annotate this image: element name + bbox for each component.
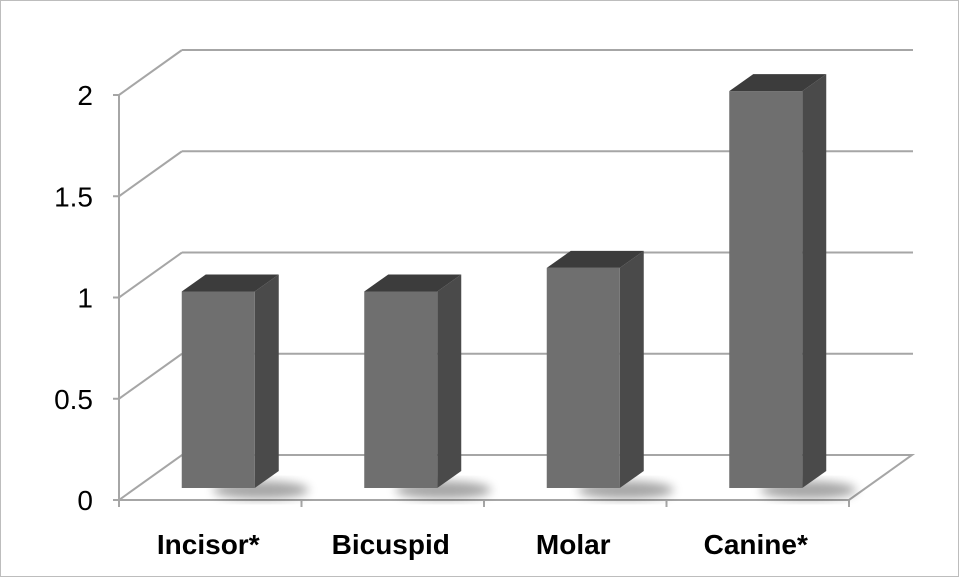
- label-layer: 0 0.5 1 1.5 2 Incisor* Bicuspid Molar Canine*: [54, 80, 808, 560]
- bar-front: [181, 291, 255, 488]
- bar: [729, 74, 857, 499]
- bar-side: [619, 250, 644, 488]
- bar-top: [181, 274, 279, 292]
- bar-side: [437, 274, 462, 488]
- bar-side: [254, 274, 279, 488]
- gridline-side: [118, 49, 183, 96]
- x-category-label: Incisor*: [157, 529, 260, 560]
- x-category-label: Molar: [536, 529, 611, 560]
- bar-front: [364, 291, 438, 488]
- y-tick-label: 0.5: [54, 384, 93, 415]
- bar-side: [802, 74, 827, 488]
- bar-front: [546, 267, 620, 488]
- bar-top: [546, 250, 644, 268]
- gridline-side: [118, 150, 183, 198]
- bar: [364, 274, 492, 499]
- gridline-side: [118, 251, 183, 299]
- floor: [115, 454, 916, 501]
- bar-layer: [181, 74, 857, 499]
- bar-front: [729, 91, 803, 488]
- y-tick-label: 1.5: [54, 181, 93, 212]
- bar-top: [364, 274, 462, 292]
- gridline-side: [118, 352, 183, 400]
- bar: [181, 274, 309, 499]
- bar-top: [729, 74, 827, 92]
- y-tick-label: 1: [77, 283, 93, 314]
- x-category-label: Bicuspid: [332, 529, 450, 560]
- y-tick-label: 2: [77, 80, 93, 111]
- y-tick-label: 0: [77, 485, 93, 516]
- x-category-label: Canine*: [704, 529, 808, 560]
- bar: [546, 250, 674, 499]
